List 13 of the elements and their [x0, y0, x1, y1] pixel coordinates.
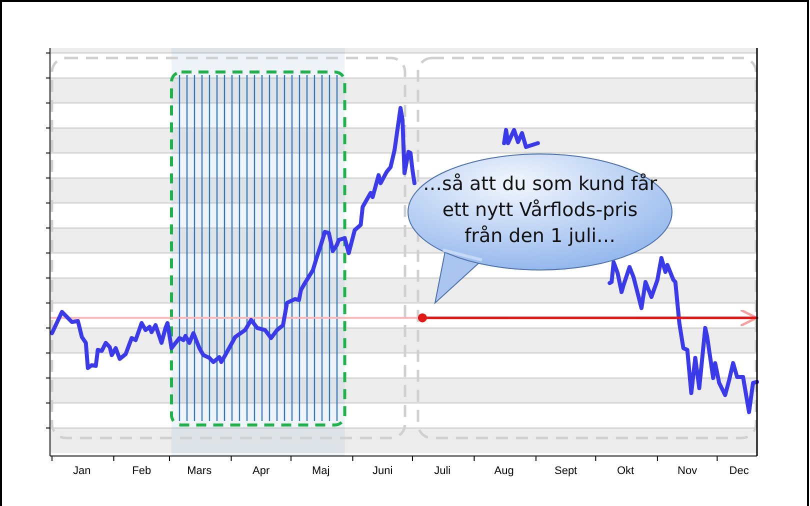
annotation: …så att du som kund får ett nytt Vårflods-pris från den 1 juli…: [422, 173, 658, 247]
x-tick-label: Apr: [252, 465, 270, 477]
x-tick-label: Sept: [554, 465, 578, 477]
x-tick-label: Juli: [434, 465, 451, 477]
x-tick-label: Maj: [312, 465, 330, 477]
x-tick-label: Jan: [73, 465, 91, 477]
x-tick-label: Juni: [372, 465, 393, 477]
x-tick-label: Okt: [617, 465, 634, 477]
x-tick-label: Mars: [187, 465, 212, 477]
x-tick-label: Aug: [494, 465, 514, 477]
x-tick-label: Dec: [729, 465, 750, 477]
x-tick-label: Feb: [132, 465, 152, 477]
x-tick-label: Nov: [678, 465, 698, 477]
